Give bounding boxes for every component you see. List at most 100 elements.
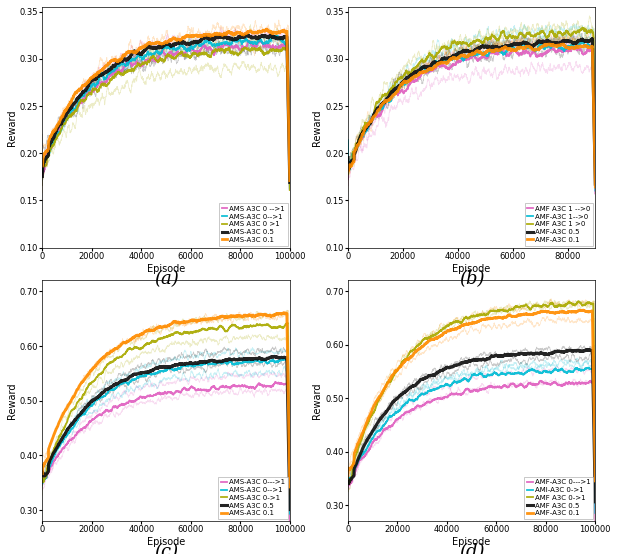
AMF A3C 1 -->0: [585, 47, 592, 53]
AMI-A3C 0->1: [344, 480, 352, 486]
AMS-A3C 0.1: [234, 29, 241, 35]
AMS-A3C 0--->1: [159, 391, 166, 397]
Line: AMS-A3C 0.1: AMS-A3C 0.1: [43, 29, 290, 181]
AMF A3C 1 >0: [585, 28, 592, 35]
AMS-A3C 0-->1: [279, 38, 286, 44]
Line: AMS A3C 0 -->1: AMS A3C 0 -->1: [43, 39, 290, 189]
AMS A3C 0.5: [286, 506, 294, 513]
AMF A3C 0.5: [458, 359, 465, 366]
AMS A3C 0 >1: [234, 52, 241, 58]
AMS-A3C 0--->1: [39, 470, 46, 476]
AMF-A3C 0.1: [546, 40, 554, 47]
AMF A3C 1 >0: [585, 28, 592, 35]
Legend: AMF-A3C 0--->1, AMI-A3C 0->1, AMF A3C 0->1, AMF A3C 0.5, AMF-A3C 0.1: AMF-A3C 0--->1, AMI-A3C 0->1, AMF A3C 0-…: [524, 476, 593, 519]
X-axis label: Episode: Episode: [147, 264, 185, 274]
AMS A3C 0 -->1: [286, 186, 294, 192]
AMS-A3C 0-->1: [279, 356, 286, 363]
Line: AMF-A3C 0.5: AMF-A3C 0.5: [348, 39, 595, 184]
AMS A3C 0 -->1: [234, 43, 241, 50]
AMS A3C 0.5: [39, 469, 46, 475]
AMS A3C 0.5: [51, 448, 59, 454]
AMI-A3C 0->1: [357, 453, 364, 460]
AMF A3C 1 >0: [357, 131, 364, 138]
AMF-A3C 0--->1: [344, 483, 352, 489]
Line: AMF-A3C 0.1: AMF-A3C 0.1: [348, 44, 595, 187]
AMS A3C 0 -->1: [279, 42, 286, 49]
AMS-A3C 0->1: [284, 320, 291, 326]
AMS-A3C 0.5: [153, 44, 160, 51]
AMS-A3C 0-->1: [159, 45, 166, 52]
AMS A3C 0 >1: [51, 137, 59, 144]
AMS-A3C 0.5: [51, 131, 59, 137]
Y-axis label: Reward: Reward: [7, 109, 17, 146]
AMS-A3C 0.5: [234, 35, 241, 42]
AMS-A3C 0-->1: [234, 360, 241, 367]
Y-axis label: Reward: Reward: [313, 109, 323, 146]
AMS-A3C 0.1: [279, 310, 286, 316]
AMS-A3C 0-->1: [51, 134, 59, 140]
AMF-A3C 1-->0: [357, 137, 364, 144]
Line: AMS-A3C 0->1: AMS-A3C 0->1: [43, 323, 290, 494]
AMS-A3C 0.5: [244, 32, 252, 39]
Text: (c): (c): [154, 543, 178, 554]
AMS-A3C 0.1: [159, 324, 166, 330]
AMS-A3C 0.5: [286, 179, 294, 186]
AMF A3C 0.5: [357, 450, 364, 456]
AMS-A3C 0.5: [279, 35, 286, 42]
AMS-A3C 0->1: [286, 491, 294, 497]
AMS-A3C 0-->1: [159, 367, 166, 374]
AMS-A3C 0.1: [39, 470, 46, 477]
AMF A3C 1 -->0: [357, 137, 364, 144]
X-axis label: Episode: Episode: [147, 537, 185, 547]
X-axis label: Episode: Episode: [452, 264, 491, 274]
AMF-A3C 0.5: [465, 48, 472, 55]
AMS-A3C 0-->1: [286, 186, 294, 192]
AMF-A3C 0.5: [357, 133, 364, 140]
AMF A3C 1 -->0: [591, 190, 599, 197]
AMS A3C 0 >1: [39, 158, 46, 165]
Line: AMF A3C 1 >0: AMF A3C 1 >0: [348, 28, 595, 183]
AMF-A3C 0.1: [357, 434, 364, 441]
AMF-A3C 1-->0: [585, 41, 592, 48]
AMS-A3C 0--->1: [51, 456, 59, 463]
AMS-A3C 0-->1: [273, 32, 281, 39]
AMS-A3C 0-->1: [280, 356, 287, 362]
AMS-A3C 0-->1: [39, 169, 46, 176]
Line: AMS A3C 0 >1: AMS A3C 0 >1: [43, 47, 290, 190]
AMS-A3C 0--->1: [234, 383, 241, 389]
AMF A3C 1 >0: [344, 171, 352, 178]
AMF-A3C 0--->1: [458, 391, 465, 398]
Line: AMF-A3C 1-->0: AMF-A3C 1-->0: [348, 40, 595, 191]
AMF-A3C 0.1: [539, 43, 546, 50]
AMS A3C 0 -->1: [159, 47, 166, 53]
AMS-A3C 0--->1: [286, 521, 294, 528]
AMF A3C 1 -->0: [539, 52, 546, 59]
Line: AMS-A3C 0-->1: AMS-A3C 0-->1: [43, 35, 290, 189]
AMS-A3C 0.1: [234, 313, 241, 320]
AMF-A3C 1-->0: [344, 137, 352, 143]
AMF A3C 0->1: [465, 314, 472, 321]
AMS A3C 0.5: [153, 365, 160, 372]
AMF-A3C 0.1: [578, 307, 586, 314]
AMS-A3C 0.1: [286, 177, 294, 184]
AMS A3C 0 -->1: [256, 36, 263, 43]
AMI-A3C 0->1: [458, 377, 465, 384]
AMS-A3C 0.1: [279, 310, 287, 316]
AMS-A3C 0.1: [279, 310, 286, 317]
AMS A3C 0 -->1: [51, 134, 59, 140]
AMS A3C 0.5: [234, 356, 241, 363]
AMS-A3C 0--->1: [279, 381, 286, 387]
AMF A3C 0.5: [344, 479, 352, 486]
AMS A3C 0 >1: [240, 44, 248, 50]
AMF A3C 1 >0: [591, 179, 599, 186]
AMF-A3C 0.1: [344, 163, 352, 170]
Line: AMF A3C 1 -->0: AMF A3C 1 -->0: [348, 47, 595, 193]
AMS-A3C 0-->1: [279, 356, 286, 363]
AMF-A3C 0--->1: [357, 456, 364, 463]
AMS-A3C 0.1: [279, 28, 286, 34]
AMS A3C 0 >1: [153, 57, 160, 64]
AMF A3C 0.5: [539, 350, 546, 357]
AMF-A3C 0.1: [465, 52, 472, 59]
AMF-A3C 0.1: [585, 44, 592, 50]
AMS A3C 0.5: [279, 354, 286, 361]
